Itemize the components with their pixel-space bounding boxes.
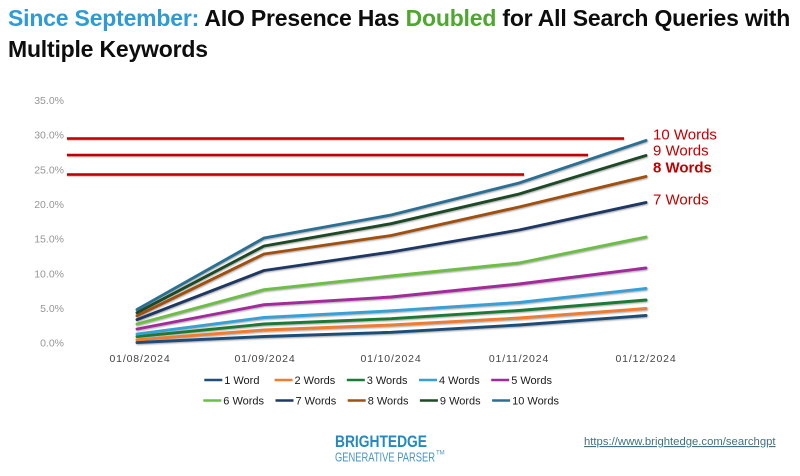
svg-text:10 Words: 10 Words: [653, 127, 717, 144]
svg-text:01/10/2024: 01/10/2024: [360, 353, 421, 365]
svg-text:9 Words: 9 Words: [653, 143, 709, 160]
svg-text:01/08/2024: 01/08/2024: [109, 353, 170, 365]
svg-text:35.0%: 35.0%: [34, 95, 64, 107]
svg-text:10 Words: 10 Words: [512, 395, 559, 407]
svg-text:20.0%: 20.0%: [34, 199, 64, 211]
svg-text:GENERATIVE PARSER: GENERATIVE PARSER: [335, 451, 435, 465]
svg-text:4 Words: 4 Words: [439, 375, 480, 387]
svg-text:0.0%: 0.0%: [40, 338, 64, 350]
svg-text:9 Words: 9 Words: [440, 395, 481, 407]
svg-text:01/12/2024: 01/12/2024: [615, 353, 676, 365]
svg-text:7 Words: 7 Words: [653, 192, 709, 209]
svg-text:8 Words: 8 Words: [368, 395, 409, 407]
svg-text:5 Words: 5 Words: [511, 375, 552, 387]
svg-text:TM: TM: [436, 451, 445, 457]
svg-text:10.0%: 10.0%: [34, 268, 64, 280]
svg-text:8 Words: 8 Words: [653, 160, 712, 177]
svg-text:7 Words: 7 Words: [296, 395, 337, 407]
svg-text:30.0%: 30.0%: [34, 130, 64, 142]
svg-text:2 Words: 2 Words: [295, 375, 336, 387]
svg-text:01/11/2024: 01/11/2024: [489, 353, 549, 365]
svg-text:01/09/2024: 01/09/2024: [234, 353, 295, 365]
svg-text:https://www.brightedge.com/sea: https://www.brightedge.com/searchgpt: [584, 436, 776, 448]
svg-text:15.0%: 15.0%: [34, 234, 64, 246]
svg-text:25.0%: 25.0%: [34, 164, 64, 176]
svg-text:1 Word: 1 Word: [224, 375, 259, 387]
svg-text:6 Words: 6 Words: [223, 395, 264, 407]
svg-text:BRIGHTEDGE: BRIGHTEDGE: [335, 433, 427, 451]
svg-text:5.0%: 5.0%: [40, 303, 64, 315]
svg-text:3 Words: 3 Words: [367, 375, 408, 387]
